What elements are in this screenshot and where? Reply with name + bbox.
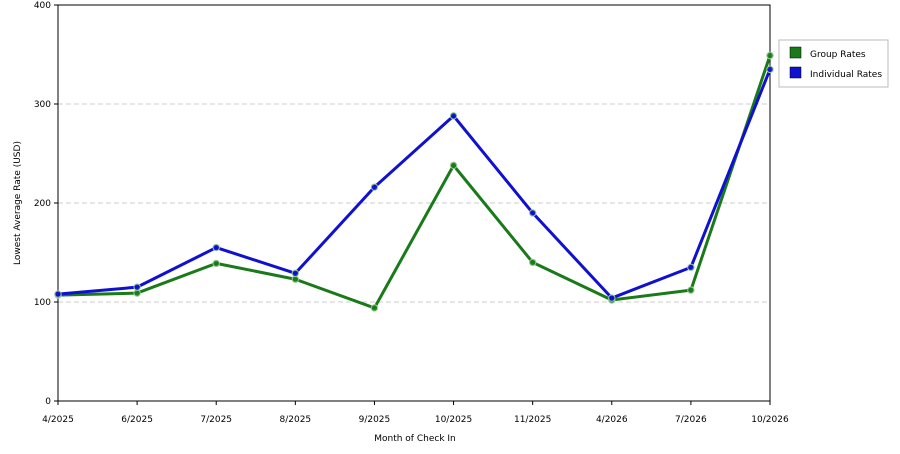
legend-label: Individual Rates <box>810 70 882 80</box>
legend-swatch <box>789 66 802 79</box>
x-tick-label: 10/2025 <box>435 415 472 425</box>
x-tick-label: 9/2025 <box>359 415 391 425</box>
data-point <box>528 209 537 217</box>
x-tick-label: 6/2025 <box>121 415 153 425</box>
x-tick-label: 7/2025 <box>200 415 232 425</box>
data-point <box>370 183 379 191</box>
y-tick-label: 100 <box>34 298 51 308</box>
legend-swatch <box>789 46 802 59</box>
data-point <box>449 161 458 170</box>
data-point <box>370 304 379 312</box>
x-axis-label: Month of Check In <box>374 434 456 444</box>
data-point <box>212 259 220 268</box>
data-point <box>133 283 141 291</box>
x-tick-label: 4/2026 <box>596 415 628 425</box>
data-point <box>766 51 774 60</box>
legend-label: Group Rates <box>810 50 866 60</box>
y-axis-label: Lowest Average Rate (USD) <box>13 141 23 265</box>
data-point <box>449 112 458 120</box>
x-tick-label: 4/2025 <box>42 415 74 425</box>
x-tick-label: 8/2025 <box>279 415 311 425</box>
data-point <box>608 294 616 302</box>
y-tick-label: 0 <box>45 397 51 407</box>
data-point <box>528 258 537 267</box>
data-point <box>54 290 62 298</box>
series-line <box>57 68 772 300</box>
y-tick-label: 400 <box>34 1 51 11</box>
data-point <box>291 269 300 277</box>
y-tick-label: 300 <box>34 100 51 110</box>
data-point <box>766 65 774 74</box>
data-point <box>212 243 220 252</box>
y-tick-label: 200 <box>34 199 51 209</box>
plot-frame <box>57 4 771 402</box>
x-tick-label: 11/2025 <box>514 415 551 425</box>
x-tick-label: 7/2026 <box>675 415 707 425</box>
series-line <box>57 55 772 310</box>
data-point <box>687 263 695 272</box>
x-tick-label: 10/2026 <box>751 415 789 425</box>
data-point <box>687 286 695 294</box>
